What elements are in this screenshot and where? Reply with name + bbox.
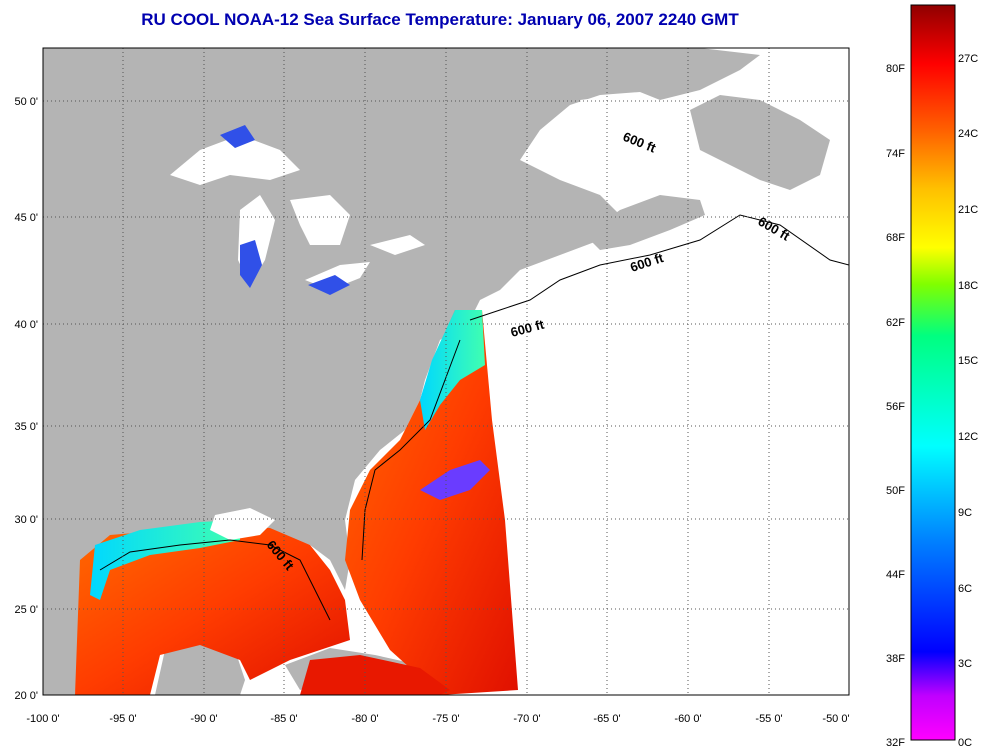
colorbar-celsius-labels: 27C 24C 21C 18C 15C 12C 9C 6C 3C 0C <box>958 53 978 749</box>
celsius-label: 3C <box>958 658 972 670</box>
lon-tick-label: -55 0' <box>755 713 782 725</box>
clouds-gulf <box>210 508 275 540</box>
celsius-label: 27C <box>958 53 978 65</box>
sst-swath-atlantic <box>345 310 518 695</box>
fahrenheit-label: 56F <box>886 401 905 413</box>
celsius-label: 0C <box>958 737 972 749</box>
lat-tick-label: 45 0' <box>14 212 38 224</box>
celsius-label: 9C <box>958 507 972 519</box>
celsius-label: 21C <box>958 204 978 216</box>
depth-contour-600ft-gulf <box>99 539 331 621</box>
lat-tick-label: 20 0' <box>14 690 38 702</box>
fahrenheit-label: 44F <box>886 569 905 581</box>
lon-tick-label: -70 0' <box>513 713 540 725</box>
lake-superior <box>170 135 300 185</box>
fahrenheit-label: 62F <box>886 317 905 329</box>
celsius-label: 18C <box>958 280 978 292</box>
sst-cold-patch-atlantic <box>420 460 490 500</box>
lat-axis: 50 0' 45 0' 40 0' 35 0' 30 0' 25 0' 20 0… <box>14 96 38 702</box>
sst-caribbean <box>300 655 450 695</box>
fahrenheit-label: 68F <box>886 232 905 244</box>
gulf-st-lawrence <box>580 95 690 190</box>
sst-coastal-cold <box>420 310 485 430</box>
lon-tick-label: -65 0' <box>593 713 620 725</box>
map-title: RU COOL NOAA-12 Sea Surface Temperature:… <box>141 10 739 29</box>
celsius-label: 12C <box>958 431 978 443</box>
sst-gulf-cold-shelf <box>90 520 240 600</box>
lake-superior-sst <box>220 125 255 148</box>
lon-tick-label: -50 0' <box>822 713 849 725</box>
lon-tick-label: -60 0' <box>674 713 701 725</box>
fahrenheit-label: 80F <box>886 63 905 75</box>
lake-huron <box>290 195 350 245</box>
lon-tick-label: -100 0' <box>26 713 59 725</box>
celsius-label: 15C <box>958 355 978 367</box>
lat-tick-label: 35 0' <box>14 421 38 433</box>
lake-ontario <box>370 235 425 255</box>
land-nova-scotia <box>585 195 705 250</box>
lon-tick-label: -90 0' <box>190 713 217 725</box>
fahrenheit-label: 50F <box>886 485 905 497</box>
lon-tick-label: -95 0' <box>109 713 136 725</box>
fahrenheit-label: 32F <box>886 737 905 749</box>
lat-tick-label: 25 0' <box>14 604 38 616</box>
lake-michigan-sst <box>240 240 262 288</box>
lat-tick-label: 30 0' <box>14 514 38 526</box>
fahrenheit-label: 38F <box>886 653 905 665</box>
celsius-label: 24C <box>958 128 978 140</box>
map-frame <box>42 47 850 696</box>
sst-gulf-mexico <box>75 525 350 695</box>
lon-axis: -100 0' -95 0' -90 0' -85 0' -80 0' -75 … <box>26 713 849 725</box>
colorbar-scale <box>910 4 956 741</box>
lon-tick-label: -85 0' <box>270 713 297 725</box>
fahrenheit-label: 74F <box>886 148 905 160</box>
lon-tick-label: -75 0' <box>432 713 459 725</box>
lon-tick-label: -80 0' <box>351 713 378 725</box>
lake-erie-sst <box>308 275 350 295</box>
lat-tick-label: 50 0' <box>14 96 38 108</box>
land-newfoundland <box>690 95 830 190</box>
depth-contour-600ft <box>469 214 849 321</box>
colorbar-fahrenheit-labels: 80F 74F 68F 62F 56F 50F 44F 38F 32F <box>886 63 905 749</box>
celsius-label: 6C <box>958 583 972 595</box>
depth-contour-600ft-south <box>361 339 461 561</box>
lat-tick-label: 40 0' <box>14 319 38 331</box>
land-yucatan <box>155 640 245 695</box>
